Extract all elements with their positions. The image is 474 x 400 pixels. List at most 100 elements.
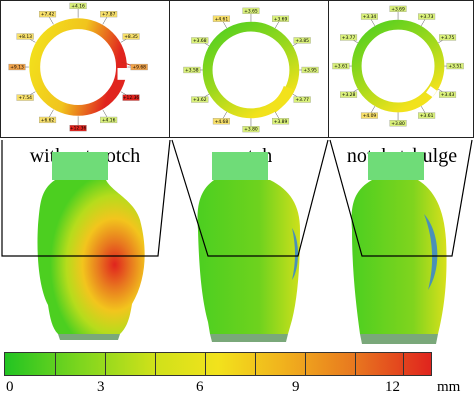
callout-label: +9.68	[132, 65, 146, 71]
callout-box	[183, 66, 201, 74]
callout-label: +3.58	[185, 68, 199, 74]
ring	[202, 21, 300, 119]
callout-box	[439, 34, 457, 41]
callout-box	[69, 2, 87, 10]
callout-box	[191, 37, 209, 44]
callout-box	[389, 5, 407, 12]
bottle-notch-bulge	[351, 152, 447, 344]
colorbar-unit: mm	[437, 379, 461, 395]
callout-box	[301, 66, 319, 74]
callout-box	[212, 118, 230, 125]
callout-box	[293, 96, 311, 103]
notch-bulge-mark	[424, 214, 438, 290]
bottle-scans	[1, 139, 473, 344]
ring-panel-notch: +3.65 +3.69 +3.85 +3.95 +3.77 +3.89 +3.80 +4.68…	[169, 0, 329, 138]
ring-plot-notch-bulge: +3.69 +3.73 +3.75 +3.51 +3.43 +3.61 +3.80 +4.09…	[332, 5, 464, 127]
ring-plot-without-notch: +4.16 +7.87 +8.35 +9.68 +12.36 +4.16 +12.36 +6.…	[8, 2, 148, 132]
callout-box	[212, 15, 230, 22]
callout-box	[293, 37, 311, 44]
ring	[29, 18, 127, 116]
callout-box	[389, 120, 407, 127]
ring-panel-without-notch: +4.16 +7.87 +8.35 +9.68 +12.36 +4.16 +12.36 +6.…	[0, 0, 170, 138]
bottle-neck	[368, 152, 424, 180]
callout-label: +3.34	[363, 14, 377, 20]
callout-label: +3.61	[420, 113, 434, 119]
callout-box	[100, 11, 118, 18]
callout-box	[8, 63, 26, 71]
bottle-without-notch	[37, 152, 145, 340]
callout-box	[191, 96, 209, 103]
callout-label: +6.62	[41, 118, 55, 124]
callout-box	[360, 112, 378, 119]
callout-label: +7.42	[41, 12, 55, 18]
callout-label: +3.51	[448, 64, 462, 70]
projection-lines	[1, 139, 473, 257]
callout-label: +3.43	[441, 92, 455, 98]
callout-label: +9.13	[10, 65, 24, 71]
callout-box	[16, 94, 34, 101]
colorbar-tick-12: 12	[385, 379, 400, 395]
callout-box	[39, 11, 57, 18]
callout-box	[418, 13, 436, 20]
bottle-body	[197, 180, 300, 334]
bottle-base-rough	[360, 334, 438, 344]
callout-box	[242, 126, 260, 133]
callout-label: +4.16	[102, 118, 116, 124]
callout-label: +3.95	[303, 68, 317, 74]
callout-box	[122, 33, 140, 40]
bottle-body	[351, 180, 447, 334]
callout-label: +3.68	[193, 38, 207, 44]
bottle-neck	[212, 152, 268, 180]
colorbar-tick-3: 3	[97, 379, 105, 395]
callout-label: +4.68	[215, 119, 229, 125]
callout-label: +3.77	[342, 35, 356, 41]
callout-box	[446, 62, 464, 70]
callout-label: +12.36	[123, 95, 140, 101]
callout-box	[340, 34, 358, 41]
colorbar-tick-6: 6	[196, 379, 204, 395]
colorbar	[4, 352, 432, 376]
callout-box	[272, 15, 290, 22]
callout-box	[39, 116, 57, 124]
ring-yellow-section	[269, 85, 294, 113]
callout-label: +4.61	[215, 16, 229, 22]
callout-label: +8.35	[124, 34, 138, 40]
callout-box	[16, 33, 34, 40]
callout-box	[69, 125, 87, 132]
ring-notch-gap	[426, 86, 438, 98]
callout-label: +7.87	[102, 12, 116, 18]
callout-box	[340, 91, 358, 98]
callout-label: +3.80	[391, 121, 405, 127]
callout-label: +3.61	[334, 64, 348, 70]
bottle-body	[37, 180, 145, 334]
bottle-neck	[52, 152, 108, 180]
callout-box	[100, 116, 118, 124]
callout-box	[439, 91, 457, 98]
callout-box	[272, 118, 290, 125]
callout-label: +3.62	[193, 97, 207, 103]
callout-label: +7.54	[18, 95, 32, 101]
callout-label: +4.09	[363, 113, 377, 119]
callout-box	[122, 94, 140, 101]
callout-box	[418, 112, 436, 119]
callout-label: +3.73	[420, 14, 434, 20]
ring-notch-gap	[117, 68, 138, 80]
callout-box	[130, 63, 148, 71]
bottle-base-rough	[210, 334, 288, 342]
callout-label: +3.80	[244, 127, 258, 133]
callout-label: +3.28	[342, 92, 356, 98]
callout-label: +3.89	[274, 119, 288, 125]
callout-label: +3.85	[295, 38, 309, 44]
callout-box	[242, 7, 260, 14]
colorbar-tick-9: 9	[292, 379, 300, 395]
callout-box	[332, 62, 350, 70]
ring-plot-notch: +3.65 +3.69 +3.85 +3.95 +3.77 +3.89 +3.80 +4.68…	[183, 7, 319, 133]
ring-panel-notch-bulge: +3.69 +3.73 +3.75 +3.51 +3.43 +3.61 +3.80 +4.09…	[328, 0, 474, 138]
callout-label: +8.13	[18, 34, 32, 40]
bottle-notch	[197, 152, 300, 342]
callout-label: +12.36	[70, 126, 87, 132]
colorbar-tick-0: 0	[6, 379, 14, 395]
callout-label: +4.16	[71, 4, 85, 10]
callout-label: +3.69	[391, 6, 405, 12]
